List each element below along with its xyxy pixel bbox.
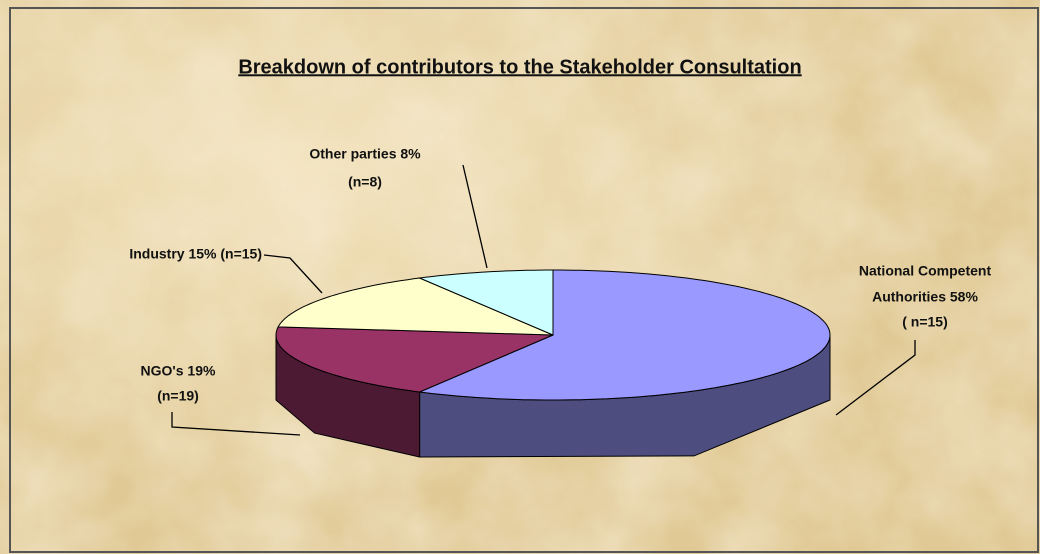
pie-slice — [275, 326, 554, 393]
data-label: Authorities 58% — [872, 289, 978, 305]
pie — [275, 269, 831, 458]
data-label: ( n=15) — [902, 314, 948, 330]
data-label: (n=19) — [157, 388, 199, 404]
frame — [9, 7, 1039, 553]
data-label: Industry 15% (n=15) — [129, 246, 262, 262]
leader-line — [171, 412, 301, 436]
pie-slice — [417, 269, 831, 401]
chart-title: Breakdown of contributors to the Stakeho… — [238, 56, 801, 78]
data-label: NGO's 19% — [141, 363, 216, 379]
data-label: Other parties 8% — [309, 146, 421, 162]
data-label: (n=8) — [348, 174, 382, 190]
data-label: National Competent — [859, 263, 992, 279]
pie-slice — [417, 269, 554, 336]
leader-line — [462, 164, 488, 269]
labels: National Competent Authorities 58% ( n=15)… — [129, 146, 991, 404]
leader-line — [263, 254, 323, 294]
pie-slice — [277, 277, 554, 336]
leader-line — [835, 340, 916, 416]
